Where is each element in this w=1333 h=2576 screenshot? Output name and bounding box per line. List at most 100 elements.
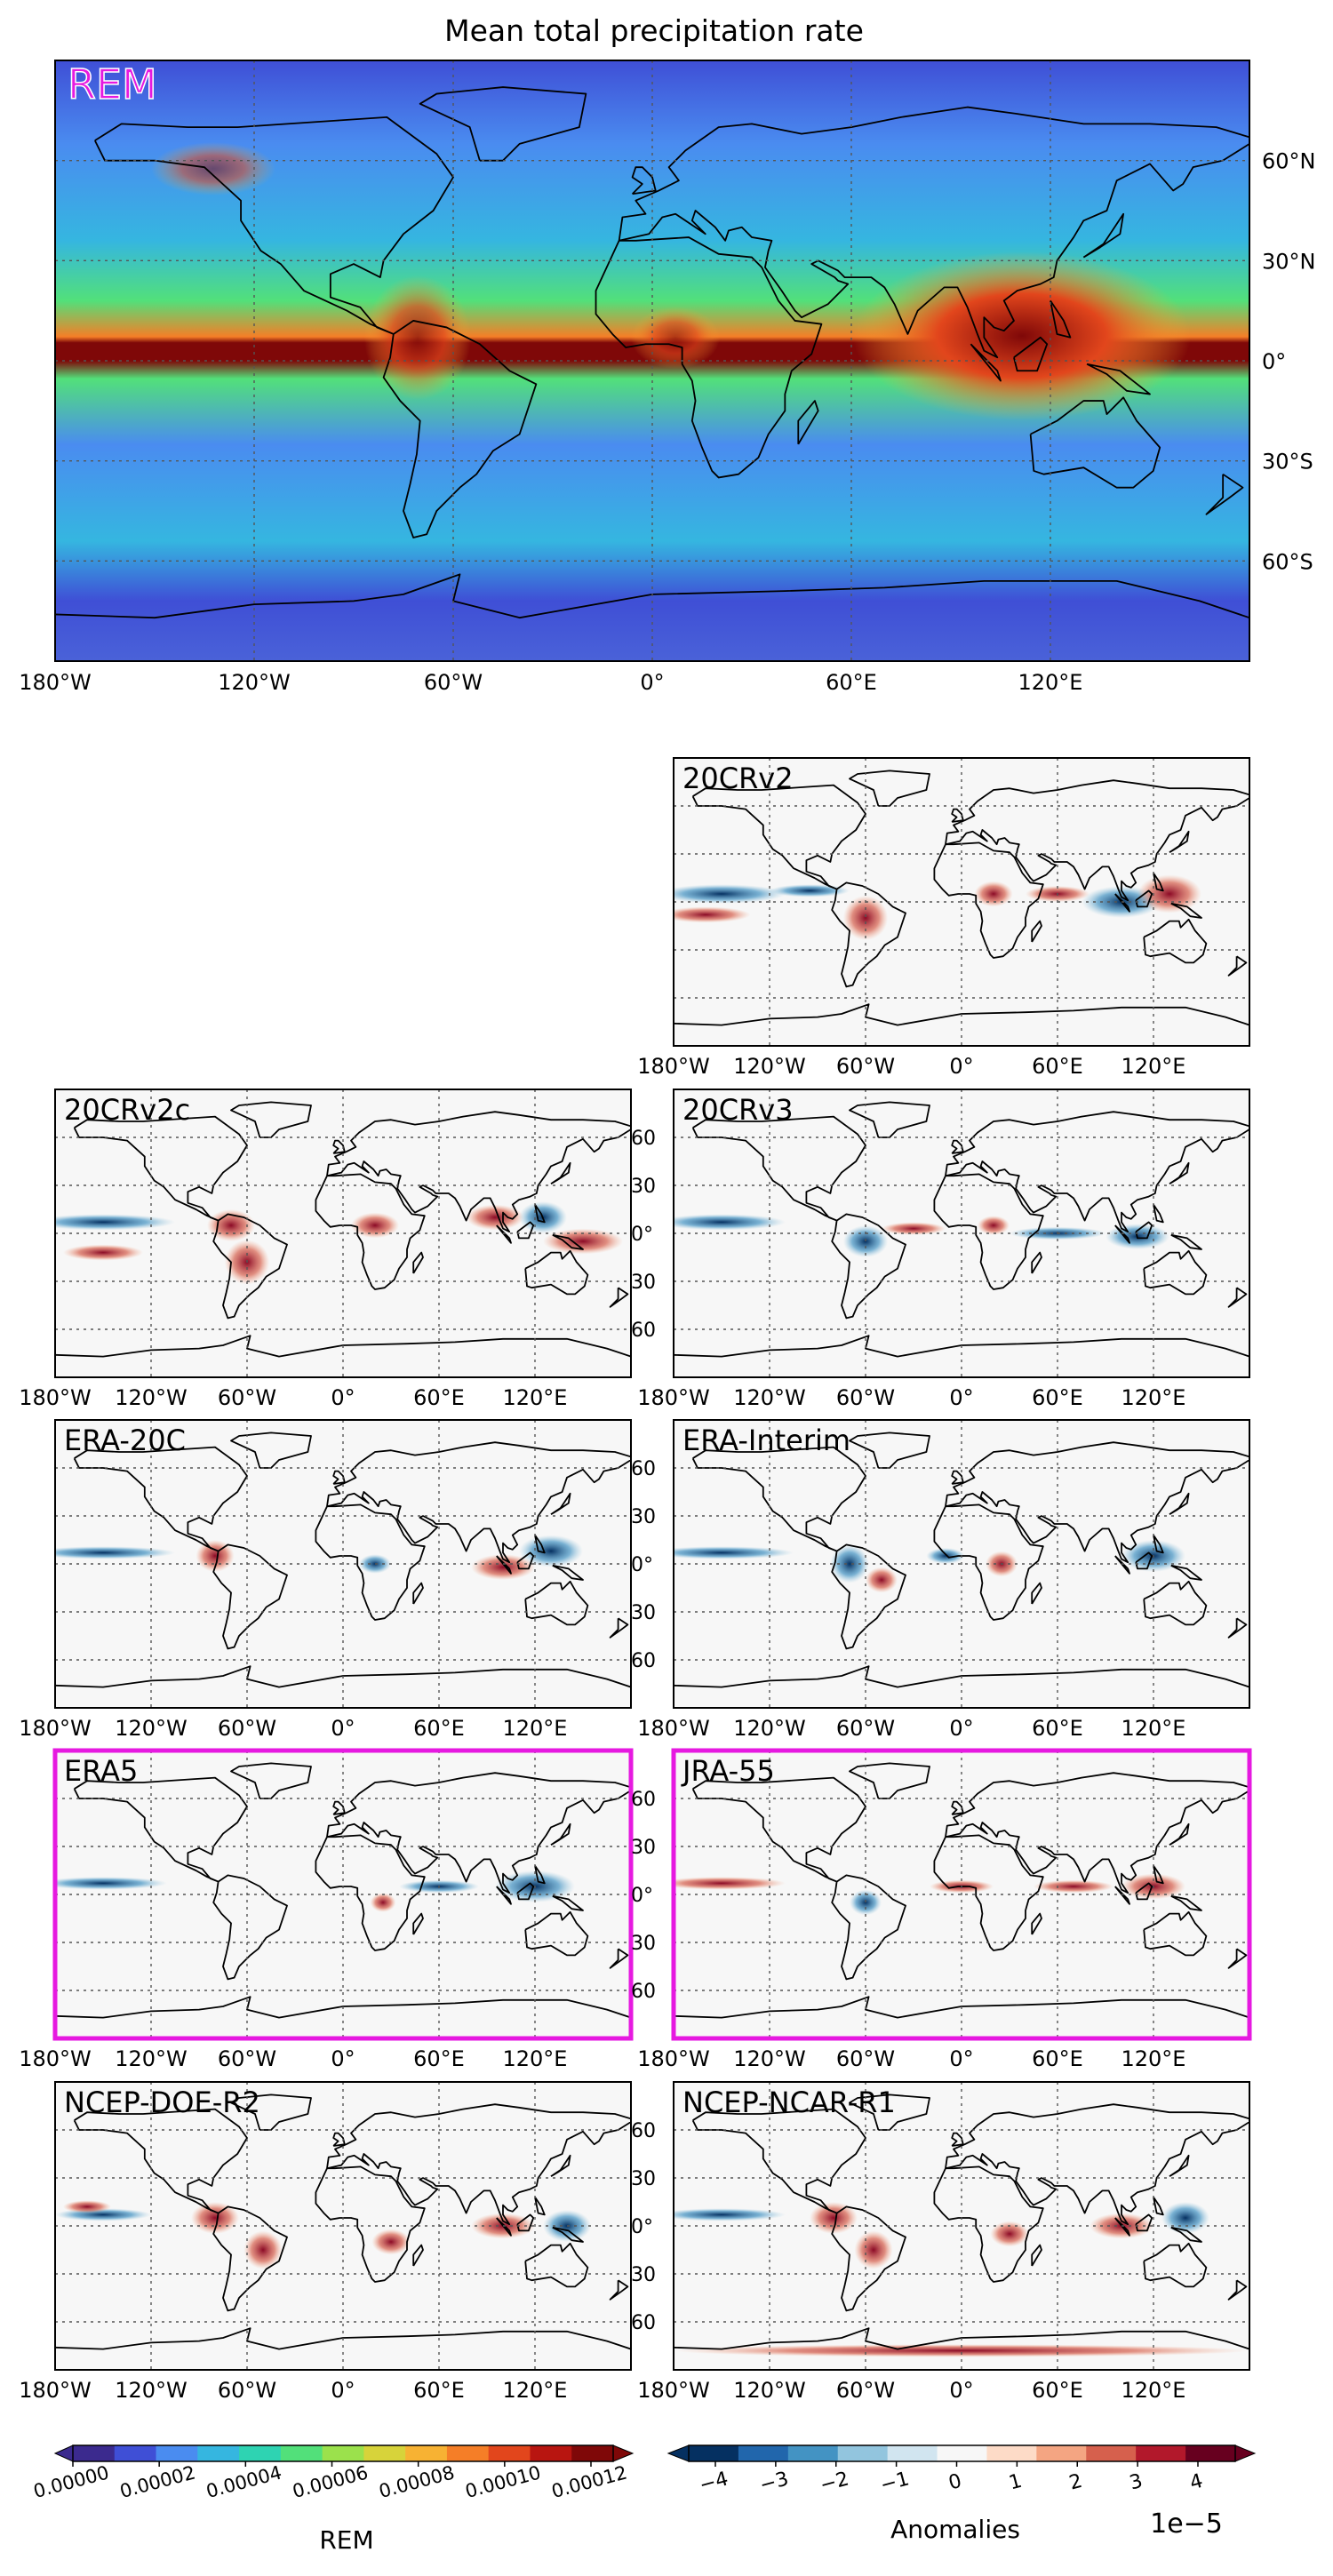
lat-tick: 30 xyxy=(631,1506,656,1528)
rem-label: REM xyxy=(68,60,157,108)
lon-tick: 180°W xyxy=(637,1385,710,1410)
lon-tick: 180°W xyxy=(19,2378,92,2403)
north-pacific-storm-track xyxy=(151,142,275,195)
lon-tick: 180°W xyxy=(637,2046,710,2071)
lat-tick: 30 xyxy=(631,1837,656,1859)
rem-lat-tick: 30°N xyxy=(1262,249,1316,274)
coastlines xyxy=(674,2093,1249,2350)
rem-lat-tick: 60°S xyxy=(1262,549,1313,574)
gridlines xyxy=(674,2082,1249,2370)
lat-tick: 0° xyxy=(631,1224,653,1246)
coastlines xyxy=(674,770,1249,1026)
colorbar-swatch xyxy=(114,2445,157,2461)
lat-tick: 30 xyxy=(631,2264,656,2286)
gridlines xyxy=(674,1420,1249,1708)
colorbar-swatch xyxy=(571,2445,614,2461)
anomaly-field xyxy=(674,1540,1185,1593)
lon-tick: 180°W xyxy=(19,1385,92,1410)
anomaly-field xyxy=(55,1201,623,1285)
colorbar-tick: −1 xyxy=(878,2468,912,2497)
lat-tick: 60 xyxy=(631,1789,656,1811)
lon-tick: 180°W xyxy=(637,1716,710,1741)
coastlines xyxy=(55,1101,631,1358)
lat-tick: 60 xyxy=(631,1320,656,1342)
lon-tick: 180°W xyxy=(637,1054,710,1079)
rem-lat-tick: 30°S xyxy=(1262,450,1313,475)
lat-tick: 30 xyxy=(631,1602,656,1624)
panel-20crv2: 20CRv2 180°W 120°W 60°W 0° 60°E 120°E xyxy=(637,757,1250,1079)
lon-tick: 60°E xyxy=(413,1385,465,1410)
lon-tick: 60°E xyxy=(1032,1054,1083,1079)
coastlines xyxy=(55,2093,631,2350)
lon-tick: 120°E xyxy=(1121,2046,1186,2071)
colorbar-swatch xyxy=(197,2445,240,2461)
panel-label: 20CRv2c xyxy=(64,1093,190,1127)
rem-colorbar-title: REM xyxy=(319,2525,373,2555)
lon-tick: 120°W xyxy=(733,1385,806,1410)
panel-ncep-ncar-r1: NCEP-NCAR-R1 180°W 120°W 60°W 0° 60°E 120°E 60 3… xyxy=(631,2081,1250,2403)
colorbar-tick: 0 xyxy=(946,2470,964,2495)
colorbar-swatch xyxy=(1036,2445,1087,2461)
colorbar-tick: 3 xyxy=(1127,2470,1145,2495)
lon-tick: 120°E xyxy=(1121,2378,1186,2403)
rem-lon-tick: 180°W xyxy=(19,670,92,695)
rem-lon-tick: 60°E xyxy=(826,670,877,695)
lon-tick: 120°W xyxy=(115,1716,188,1741)
lon-tick: 0° xyxy=(331,1385,355,1410)
lon-tick: 60°E xyxy=(1032,2046,1083,2071)
gridlines xyxy=(55,1420,631,1708)
lon-tick: 0° xyxy=(331,2046,355,2071)
gridlines xyxy=(55,60,1249,661)
lon-tick: 180°W xyxy=(637,2378,710,2403)
colorbar-tick: 0.00008 xyxy=(377,2461,457,2502)
lon-tick: 60°E xyxy=(413,2378,465,2403)
lat-tick: 30 xyxy=(631,1272,656,1294)
panel-label: JRA-55 xyxy=(681,1754,775,1788)
coastlines xyxy=(55,1762,631,2019)
lat-tick: 0° xyxy=(631,2216,653,2238)
colorbar-swatch xyxy=(488,2445,531,2461)
colorbar-swatch xyxy=(937,2445,987,2461)
lon-tick: 0° xyxy=(949,2046,973,2071)
rem-latitude-labels: 60°N 30°N 0° 30°S 60°S xyxy=(1262,149,1316,575)
lon-tick: 120°E xyxy=(1121,1054,1186,1079)
gridlines xyxy=(55,1751,631,2038)
lon-tick: 60°W xyxy=(836,2378,895,2403)
figure-title: Mean total precipitation rate xyxy=(444,13,864,48)
lon-tick: 60°W xyxy=(218,1385,276,1410)
colorbar-swatch xyxy=(689,2445,739,2461)
rem-longitude-labels: 180°W 120°W 60°W 0° 60°E 120°E xyxy=(19,670,1082,695)
colorbar-tick: 1 xyxy=(1007,2470,1025,2495)
lon-tick: 120°W xyxy=(733,1716,806,1741)
colorbar-swatch xyxy=(405,2445,448,2461)
colorbar-swatch xyxy=(280,2445,323,2461)
rem-lat-tick: 60°N xyxy=(1262,149,1316,174)
lat-tick: 60 xyxy=(631,1128,656,1150)
colorbar-tick: 0.00004 xyxy=(204,2461,283,2502)
lat-tick: 60 xyxy=(631,1458,656,1480)
colorbar-tick: −2 xyxy=(818,2468,851,2497)
coastlines xyxy=(54,86,1250,619)
lat-tick: 30 xyxy=(631,2168,656,2190)
lon-tick: 0° xyxy=(949,1385,973,1410)
lon-tick: 0° xyxy=(949,1716,973,1741)
lon-tick: 0° xyxy=(949,2378,973,2403)
lat-tick: 60 xyxy=(631,2120,656,2142)
lat-tick: 60 xyxy=(631,1650,656,1672)
lon-tick: 120°W xyxy=(733,2046,806,2071)
panel-era5: ERA5 180°W 120°W 60°W 0° 60°E 120°E xyxy=(19,1748,634,2071)
lat-tick: 0° xyxy=(631,1554,653,1576)
colorbar-tick: 0.00006 xyxy=(291,2461,371,2502)
lon-tick: 120°W xyxy=(733,2378,806,2403)
colorbar-swatch xyxy=(239,2445,282,2461)
colorbar-swatch xyxy=(887,2445,938,2461)
panel-label: ERA5 xyxy=(64,1754,138,1788)
lon-tick: 60°W xyxy=(836,1054,895,1079)
colorbar-tick: −4 xyxy=(697,2468,730,2497)
colorbar-swatch xyxy=(363,2445,406,2461)
gridlines xyxy=(55,2082,631,2370)
coastlines xyxy=(674,1432,1249,1688)
lon-tick: 120°W xyxy=(733,1054,806,1079)
